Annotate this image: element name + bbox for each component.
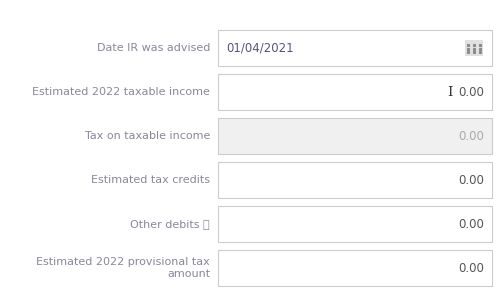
Bar xyxy=(218,74,492,110)
Text: 0.00: 0.00 xyxy=(458,86,484,99)
Text: Other debits ⓘ: Other debits ⓘ xyxy=(130,219,210,229)
Bar xyxy=(218,162,492,198)
Bar xyxy=(218,30,492,66)
Text: 0.00: 0.00 xyxy=(458,173,484,186)
Text: Estimated 2022 taxable income: Estimated 2022 taxable income xyxy=(32,87,210,97)
Bar xyxy=(218,118,492,154)
Text: 0.00: 0.00 xyxy=(458,261,484,274)
Text: 0.00: 0.00 xyxy=(458,130,484,142)
Bar xyxy=(218,206,492,242)
Text: Date IR was advised: Date IR was advised xyxy=(96,43,210,53)
Text: Estimated 2022 provisional tax: Estimated 2022 provisional tax xyxy=(36,257,210,267)
Text: Estimated tax credits: Estimated tax credits xyxy=(91,175,210,185)
Text: 0.00: 0.00 xyxy=(458,218,484,231)
Text: I: I xyxy=(448,86,452,99)
Text: 01/04/2021: 01/04/2021 xyxy=(226,41,294,54)
Text: Tax on taxable income: Tax on taxable income xyxy=(84,131,210,141)
Bar xyxy=(218,250,492,286)
Text: amount: amount xyxy=(167,269,210,279)
Bar xyxy=(465,40,483,56)
